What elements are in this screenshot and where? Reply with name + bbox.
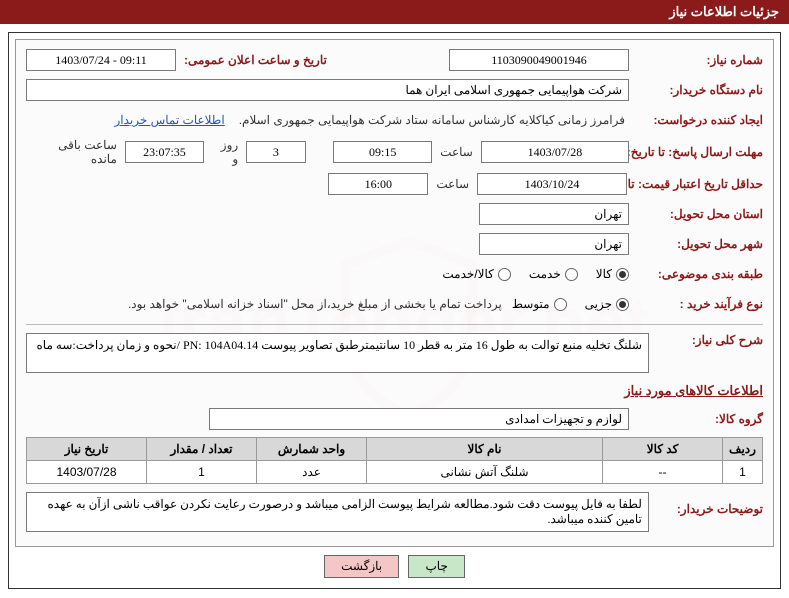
- min-validity-label: حداقل تاریخ اعتبار قیمت: تا تاریخ:: [603, 177, 763, 191]
- row-buyer-notes: توضیحات خریدار: لطفا به فایل پیوست دقت ش…: [26, 492, 763, 532]
- delivery-city-label: شهر محل تحویل:: [633, 237, 763, 251]
- th-date: تاریخ نیاز: [27, 438, 147, 461]
- days-and-label: روز و: [208, 138, 242, 166]
- button-row: چاپ بازگشت: [15, 547, 774, 582]
- buyer-org-label: نام دستگاه خریدار:: [633, 83, 763, 97]
- row-need-number: شماره نیاز: 1103090049001946 تاریخ و ساع…: [26, 48, 763, 72]
- row-requester: ایجاد کننده درخواست: فرامرز زمانی کیاکلا…: [26, 108, 763, 132]
- deadline-reply-time: 09:15: [333, 141, 432, 163]
- radio-goods-label: کالا: [596, 267, 612, 281]
- radio-medium[interactable]: متوسط: [512, 297, 567, 311]
- divider-1: [26, 324, 763, 325]
- deadline-reply-date: 1403/07/28: [481, 141, 629, 163]
- row-delivery-city: شهر محل تحویل: تهران: [26, 232, 763, 256]
- general-desc-label: شرح کلی نیاز:: [653, 333, 763, 347]
- row-goods-group: گروه کالا: لوازم و تجهیزات امدادی: [26, 407, 763, 431]
- days-remaining: 3: [246, 141, 305, 163]
- td-code: --: [603, 461, 723, 484]
- radio-partial-circle: [616, 298, 629, 311]
- td-unit: عدد: [257, 461, 367, 484]
- radio-goods[interactable]: کالا: [596, 267, 629, 281]
- th-name: نام کالا: [367, 438, 603, 461]
- time-label-1: ساعت: [436, 145, 477, 159]
- announce-field: 1403/07/24 - 09:11: [26, 49, 176, 71]
- requester-label: ایجاد کننده درخواست:: [633, 113, 763, 127]
- purchase-note: پرداخت تمام یا بخشی از مبلغ خرید،از محل …: [128, 297, 508, 311]
- goods-section-title: اطلاعات کالاهای مورد نیاز: [26, 383, 763, 399]
- radio-partial-label: جزیی: [585, 297, 612, 311]
- remaining-label: ساعت باقی مانده: [26, 138, 121, 166]
- row-reply-deadline: مهلت ارسال پاسخ: تا تاریخ: 1403/07/28 سا…: [26, 138, 763, 166]
- radio-goods-service-circle: [498, 268, 511, 281]
- page-title: جزئیات اطلاعات نیاز: [669, 4, 779, 19]
- buyer-notes-field: لطفا به فایل پیوست دقت شود.مطالعه شرایط …: [26, 492, 649, 532]
- radio-medium-label: متوسط: [512, 297, 550, 311]
- back-button[interactable]: بازگشت: [324, 555, 399, 578]
- radio-partial[interactable]: جزیی: [585, 297, 629, 311]
- min-validity-date: 1403/10/24: [477, 173, 627, 195]
- time-label-2: ساعت: [432, 177, 473, 191]
- goods-group-field: لوازم و تجهیزات امدادی: [209, 408, 629, 430]
- buyer-contact-link[interactable]: اطلاعات تماس خریدار: [114, 113, 230, 127]
- row-purchase-type: نوع فرآیند خرید : جزیی متوسط پرداخت تمام…: [26, 292, 763, 316]
- td-row: 1: [723, 461, 763, 484]
- announce-label: تاریخ و ساعت اعلان عمومی:: [180, 53, 327, 67]
- row-min-validity: حداقل تاریخ اعتبار قیمت: تا تاریخ: 1403/…: [26, 172, 763, 196]
- delivery-province-field: تهران: [479, 203, 629, 225]
- goods-table: ردیف کد کالا نام کالا واحد شمارش تعداد /…: [26, 437, 763, 484]
- row-delivery-province: استان محل تحویل: تهران: [26, 202, 763, 226]
- general-desc-field: شلنگ تخلیه منبع توالت به طول 16 متر به ق…: [26, 333, 649, 373]
- countdown-field: 23:07:35: [125, 141, 204, 163]
- td-name: شلنگ آتش نشانی: [367, 461, 603, 484]
- table-header-row: ردیف کد کالا نام کالا واحد شمارش تعداد /…: [27, 438, 763, 461]
- min-validity-time: 16:00: [328, 173, 428, 195]
- buyer-notes-label: توضیحات خریدار:: [653, 492, 763, 516]
- table-row: 1 -- شلنگ آتش نشانی عدد 1 1403/07/28: [27, 461, 763, 484]
- row-general-desc: شرح کلی نیاز: شلنگ تخلیه منبع توالت به ط…: [26, 333, 763, 373]
- td-qty: 1: [147, 461, 257, 484]
- category-radio-group: کالا خدمت کالا/خدمت: [442, 267, 629, 281]
- goods-group-label: گروه کالا:: [633, 412, 763, 426]
- requester-text: فرامرز زمانی کیاکلایه کارشناس سامانه ستا…: [235, 113, 629, 127]
- radio-service[interactable]: خدمت: [529, 267, 578, 281]
- radio-service-label: خدمت: [529, 267, 561, 281]
- th-row: ردیف: [723, 438, 763, 461]
- th-qty: تعداد / مقدار: [147, 438, 257, 461]
- need-number-label: شماره نیاز:: [633, 53, 763, 67]
- radio-service-circle: [565, 268, 578, 281]
- category-label: طبقه بندی موضوعی:: [633, 267, 763, 281]
- purchase-type-label: نوع فرآیند خرید :: [633, 297, 763, 311]
- delivery-province-label: استان محل تحویل:: [633, 207, 763, 221]
- td-date: 1403/07/28: [27, 461, 147, 484]
- delivery-city-field: تهران: [479, 233, 629, 255]
- need-number-field: 1103090049001946: [449, 49, 629, 71]
- radio-goods-service-label: کالا/خدمت: [442, 267, 493, 281]
- purchase-type-radio-group: جزیی متوسط: [512, 297, 629, 311]
- row-buyer-org: نام دستگاه خریدار: شرکت هواپیمایی جمهوری…: [26, 78, 763, 102]
- row-category: طبقه بندی موضوعی: کالا خدمت کالا/خدمت: [26, 262, 763, 286]
- print-button[interactable]: چاپ: [408, 555, 464, 578]
- buyer-org-field: شرکت هواپیمایی جمهوری اسلامی ایران هما: [26, 79, 629, 101]
- form-panel: شماره نیاز: 1103090049001946 تاریخ و ساع…: [15, 39, 774, 547]
- main-container: IranTender.net شماره نیاز: 1103090049001…: [8, 32, 781, 589]
- page-header: جزئیات اطلاعات نیاز: [0, 0, 789, 24]
- radio-goods-service[interactable]: کالا/خدمت: [442, 267, 510, 281]
- radio-medium-circle: [554, 298, 567, 311]
- th-unit: واحد شمارش: [257, 438, 367, 461]
- radio-goods-circle: [616, 268, 629, 281]
- th-code: کد کالا: [603, 438, 723, 461]
- deadline-reply-label: مهلت ارسال پاسخ: تا تاریخ:: [633, 145, 763, 159]
